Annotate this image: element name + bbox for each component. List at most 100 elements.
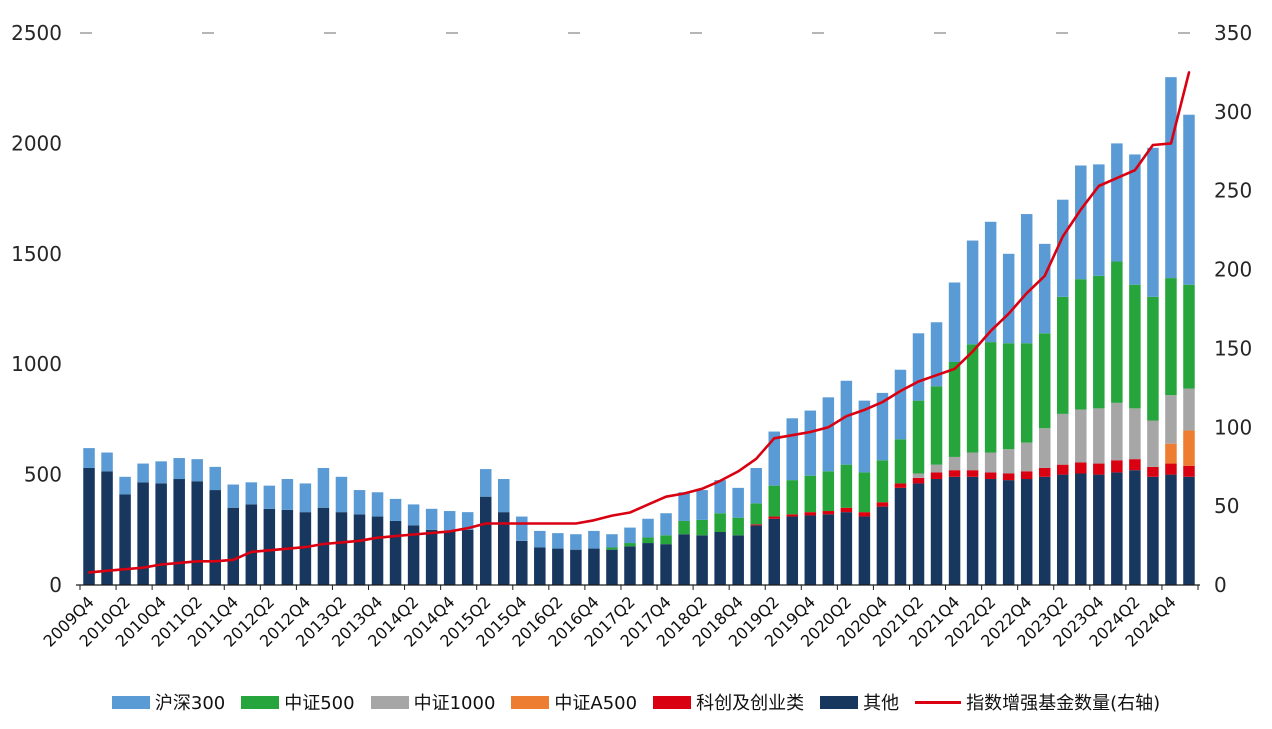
- bar-segment: [516, 516, 528, 541]
- bar-segment: [552, 533, 564, 549]
- bar-segment: [642, 537, 654, 544]
- bar-segment: [443, 530, 456, 585]
- legend: 沪深300 中证500 中证1000 中证A500 科创及创业类 其他 指数增强基金数量(右…: [0, 688, 1272, 716]
- bar-segment: [461, 529, 474, 585]
- bar-segment: [606, 549, 618, 585]
- bar-segment: [137, 463, 149, 483]
- bar-segment: [1147, 147, 1159, 297]
- bar-segment: [966, 470, 979, 477]
- legend-label: 沪深300: [154, 693, 226, 714]
- legend-color-swatch: [370, 695, 409, 709]
- bar-segment: [966, 476, 979, 585]
- bar-segment: [732, 487, 744, 518]
- legend-color-swatch: [111, 695, 150, 709]
- bar-segment: [768, 431, 780, 486]
- bar-segment: [371, 492, 384, 517]
- legend-item: 科创及创业类: [653, 689, 804, 715]
- bar-segment: [191, 459, 203, 482]
- bar-segment: [534, 530, 546, 548]
- bar-segment: [83, 448, 95, 468]
- trend-line: [87, 71, 1191, 574]
- left-axis-tick-label: 500: [24, 463, 62, 487]
- bar-segment: [1111, 460, 1123, 473]
- bar-segment: [1183, 465, 1195, 477]
- bar-segment: [876, 506, 889, 585]
- bar-segment: [479, 469, 492, 497]
- right-axis-tick-label: 250: [1214, 179, 1252, 203]
- bar-segment: [371, 516, 384, 585]
- bar-segment: [840, 464, 853, 508]
- bar-segment: [1129, 284, 1141, 409]
- bar-segment: [894, 439, 907, 484]
- bar-segment: [804, 512, 817, 516]
- bar-segment: [1075, 279, 1087, 410]
- bar-segment: [570, 549, 582, 585]
- bar-segment: [1002, 480, 1015, 585]
- legend-label: 其他: [863, 693, 900, 714]
- bar-segment: [1038, 428, 1051, 468]
- bar-segment: [840, 512, 853, 585]
- bar-segment: [1111, 143, 1123, 262]
- bar-segment: [1002, 343, 1015, 450]
- bar-segment: [1038, 476, 1051, 585]
- bar-segment: [660, 544, 672, 585]
- bar-segment: [1147, 296, 1159, 421]
- bar-segment: [1165, 395, 1177, 444]
- bar-segment: [1183, 388, 1195, 431]
- bar-segment: [912, 477, 925, 484]
- bar-segment: [624, 543, 636, 547]
- bar-segment: [624, 546, 636, 585]
- bar-segment: [443, 511, 456, 531]
- bar-segment: [1020, 479, 1033, 585]
- bar-segment: [1129, 154, 1141, 285]
- bar-segment: [1020, 442, 1033, 472]
- bar-segment: [1147, 476, 1159, 585]
- legend-item: 其他: [820, 689, 899, 715]
- bar-segment: [840, 380, 853, 465]
- bar-segment: [1183, 476, 1195, 585]
- bar-segment: [101, 471, 113, 585]
- bar-segment: [804, 410, 817, 476]
- bar-segment: [83, 467, 95, 585]
- bar-segment: [1147, 466, 1159, 477]
- bar-segment: [1183, 114, 1195, 285]
- bar-segment: [804, 515, 817, 585]
- bar-segment: [1093, 164, 1105, 276]
- bar-segment: [407, 504, 420, 526]
- legend-item: 指数增强基金数量(右轴): [915, 689, 1160, 715]
- left-axis-tick-label: 1000: [11, 352, 62, 376]
- left-axis-tick-label: 1500: [11, 242, 62, 266]
- bar-segment: [966, 240, 979, 345]
- legend-color-swatch: [820, 695, 859, 709]
- bar-segment: [1093, 474, 1105, 585]
- bar-segment: [552, 548, 564, 585]
- bar-segment: [1129, 470, 1141, 585]
- bar-segment: [1002, 253, 1015, 344]
- legend-color-swatch: [511, 695, 550, 709]
- bar-segment: [714, 480, 726, 514]
- bar-segment: [588, 548, 600, 585]
- right-axis-tick-label: 150: [1214, 336, 1252, 360]
- bar-segment: [263, 508, 276, 585]
- bar-segment: [804, 475, 817, 513]
- bar-segment: [948, 470, 961, 477]
- bar-segment: [1075, 409, 1087, 463]
- bar-segment: [353, 490, 366, 515]
- bar-segment: [119, 476, 131, 495]
- bar-segment: [425, 508, 438, 530]
- bar-segment: [1057, 464, 1069, 475]
- right-axis-tick-label: 100: [1214, 415, 1252, 439]
- bar-segment: [786, 480, 799, 515]
- bar-segment: [894, 487, 907, 585]
- bar-segment: [912, 473, 925, 478]
- bar-segment: [1093, 408, 1105, 464]
- bar-segment: [1075, 165, 1087, 280]
- bar-segment: [461, 512, 474, 530]
- legend-item: 中证1000: [370, 689, 495, 715]
- bar-segment: [245, 482, 258, 505]
- bar-segment: [1002, 449, 1015, 474]
- bar-segment: [1057, 199, 1069, 297]
- bar-segment: [1129, 459, 1141, 471]
- bar-segment: [912, 400, 925, 474]
